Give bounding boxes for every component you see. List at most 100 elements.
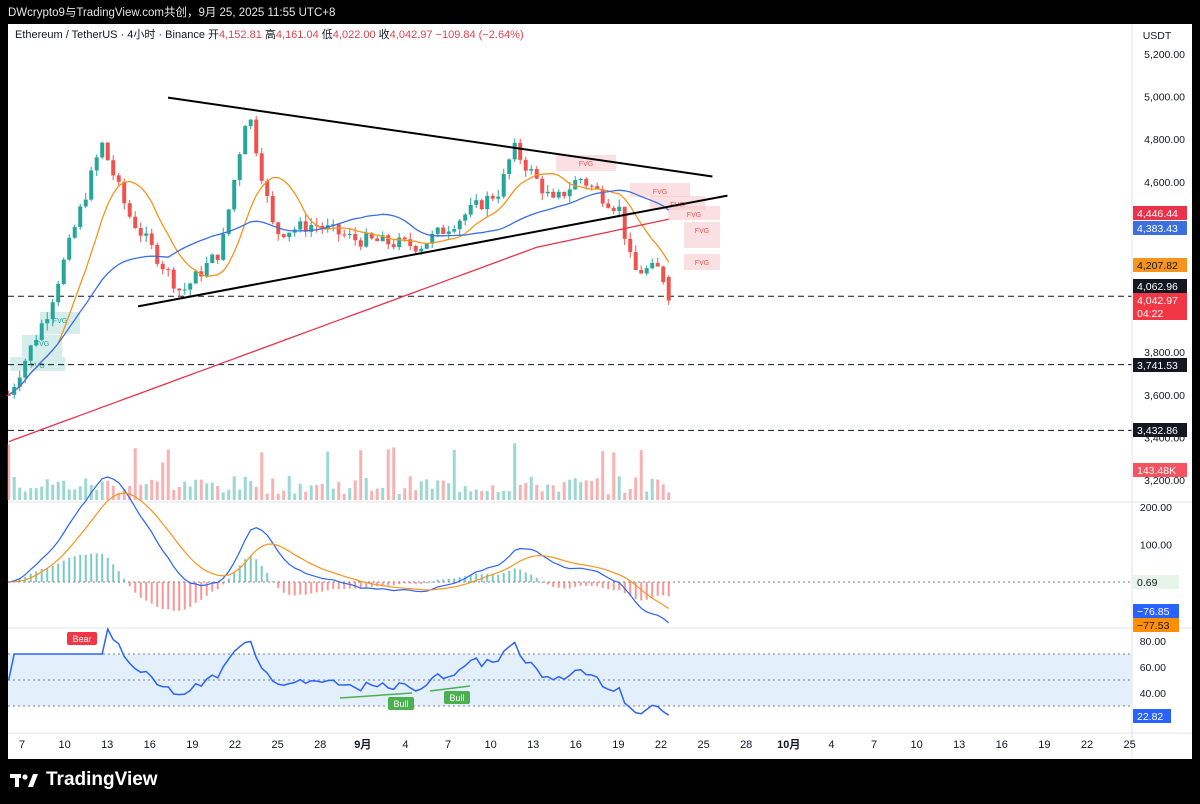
candle-body xyxy=(78,206,83,228)
high-value: 4,161.04 xyxy=(275,29,319,41)
macd-histogram-bar xyxy=(381,582,384,586)
volume-bar xyxy=(139,485,143,500)
volume-bar xyxy=(271,478,275,500)
macd-value-text: −77.53 xyxy=(1137,620,1170,632)
macd-histogram-bar xyxy=(73,556,76,582)
candle-body xyxy=(397,237,402,248)
candle-body xyxy=(28,345,33,361)
volume-bar xyxy=(392,447,396,500)
volume-bar xyxy=(188,486,192,500)
volume-bar xyxy=(177,487,181,500)
candle-body xyxy=(331,224,336,226)
volume-bar xyxy=(243,476,247,500)
macd-histogram-bar xyxy=(425,582,428,584)
candle-body xyxy=(589,185,594,187)
time-tick-label: 25 xyxy=(697,739,709,751)
candle-body xyxy=(551,191,556,198)
candle-body xyxy=(89,170,94,200)
candle-body xyxy=(336,224,341,235)
time-tick-label: 9月 xyxy=(354,738,371,751)
volume-bar xyxy=(298,483,302,500)
time-tick-label: 25 xyxy=(271,739,283,751)
macd-histogram-bar xyxy=(497,574,500,582)
macd-histogram-bar xyxy=(348,582,351,589)
price-tick-label: 4,600.00 xyxy=(1144,177,1185,189)
volume-bar xyxy=(111,485,115,500)
volume-bar xyxy=(414,490,418,500)
price-axis[interactable]: USDT 5,200.00 5,000.00 4,800.00 4,600.00 3,80… xyxy=(1133,30,1187,723)
volume-bar xyxy=(634,477,638,500)
macd-histogram-bar xyxy=(420,582,423,585)
volume-bar xyxy=(265,493,269,500)
macd-histogram-bar xyxy=(552,582,555,587)
macd-histogram-bar xyxy=(315,582,318,593)
candle-body xyxy=(584,178,589,186)
volume-bar xyxy=(480,491,484,500)
time-tick-label: 7 xyxy=(445,739,451,751)
price-badge-level-1 xyxy=(1133,279,1187,293)
bull-divergence-line xyxy=(429,685,471,692)
volume-bar xyxy=(315,485,319,500)
macd-histogram-bar xyxy=(524,572,527,582)
macd-histogram-bar xyxy=(310,582,313,594)
bull-divergence-label: Bull xyxy=(449,693,464,703)
volume-bar xyxy=(34,488,38,500)
rsi-value-badge xyxy=(1133,709,1171,723)
candle-body xyxy=(155,244,160,264)
volume-bar xyxy=(617,476,621,500)
volume-bar xyxy=(210,482,214,500)
candles xyxy=(6,116,671,399)
volume-bar xyxy=(584,480,588,500)
volume-bar xyxy=(287,476,291,500)
ma-orange-line xyxy=(8,172,670,396)
time-axis[interactable]: 7 10 13 16 19 22 25 28 9月 4 7 10 13 16 19 22 25 28 10月 4 7 10… xyxy=(19,738,1136,751)
triangle-pattern xyxy=(137,96,728,308)
bear-divergence-label: Bear xyxy=(72,634,91,644)
volume-bar xyxy=(573,478,577,500)
volume-bar xyxy=(128,485,132,500)
macd-histogram-bar xyxy=(35,571,38,582)
macd-histogram-bar xyxy=(447,578,450,582)
volume-bar xyxy=(29,488,33,500)
time-tick-label: 28 xyxy=(314,739,326,751)
macd-histogram-bar xyxy=(183,582,186,610)
bull-divergence-tag xyxy=(444,691,470,704)
candle-body xyxy=(496,196,501,199)
candle-body xyxy=(265,180,270,196)
candle-body xyxy=(391,244,396,248)
price-badge-text: 4,383.43 xyxy=(1137,223,1178,235)
macd-histogram-bar xyxy=(216,582,219,590)
macd-histogram-bar xyxy=(508,570,511,582)
macd-histogram-bar xyxy=(40,568,43,582)
macd-histogram-bar xyxy=(596,582,599,587)
candle-body xyxy=(457,220,462,230)
volume-bar xyxy=(260,452,264,500)
macd-histogram-bar xyxy=(84,554,87,582)
macd-histogram-bar xyxy=(640,582,643,601)
candle-body xyxy=(512,142,517,160)
candle-body xyxy=(666,277,671,301)
candle-body xyxy=(369,233,374,239)
tradingview-brand[interactable]: TradingView xyxy=(10,766,158,794)
volume-bar xyxy=(84,478,88,500)
macd-histogram-bar xyxy=(392,582,395,586)
symbol-name[interactable]: Ethereum / TetherUS · 4小时 · Binance xyxy=(15,29,205,41)
candle-body xyxy=(523,159,528,171)
candle-body xyxy=(182,289,187,291)
volume-bar xyxy=(199,479,203,500)
candle-body xyxy=(622,206,627,239)
macd-histogram-bar xyxy=(431,581,434,583)
macd-histogram-bar xyxy=(662,582,665,596)
candle-body xyxy=(243,126,248,155)
macd-histogram-bar xyxy=(590,582,593,586)
volume-bar xyxy=(304,491,308,500)
macd-histogram-bar xyxy=(579,582,582,586)
rsi-tick-label: 40.00 xyxy=(1140,688,1166,700)
macd-histogram-bar xyxy=(354,582,357,589)
volume-bar xyxy=(502,490,506,500)
bull-divergence-line xyxy=(339,692,413,699)
macd-histogram-bar xyxy=(233,571,236,582)
candle-body xyxy=(127,203,132,217)
